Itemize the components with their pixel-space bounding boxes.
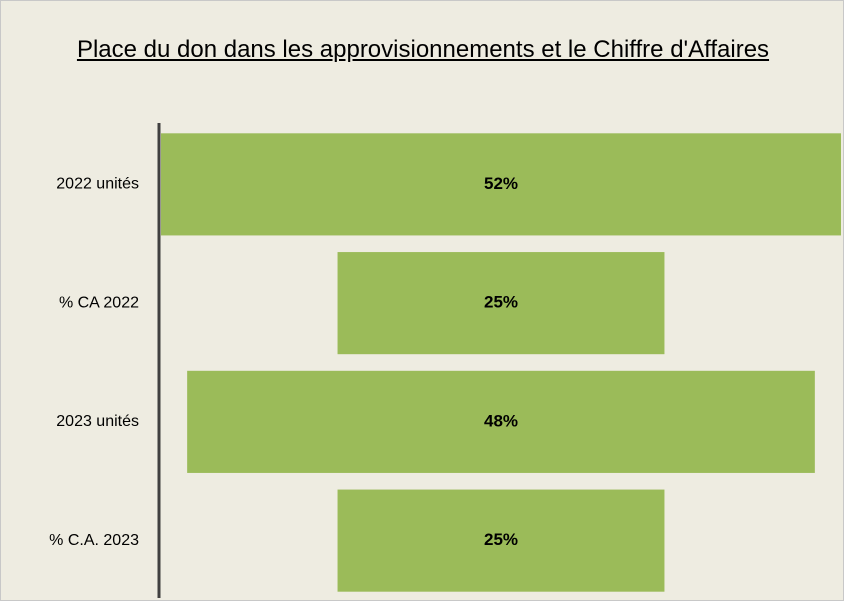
data-label: 25%: [484, 293, 518, 312]
bar: [187, 370, 815, 473]
data-label: 52%: [484, 174, 518, 193]
bar: [161, 133, 841, 236]
data-label: 48%: [484, 411, 518, 430]
category-label: 2022 unités: [56, 176, 139, 193]
category-label: % C.A. 2023: [49, 532, 139, 549]
bar: [337, 489, 665, 592]
category-label: % CA 2022: [59, 294, 139, 311]
category-label: 2023 unités: [56, 413, 139, 430]
chart-title: Place du don dans les approvisionnements…: [76, 36, 770, 63]
data-label: 25%: [484, 530, 518, 549]
bar: [337, 252, 665, 355]
